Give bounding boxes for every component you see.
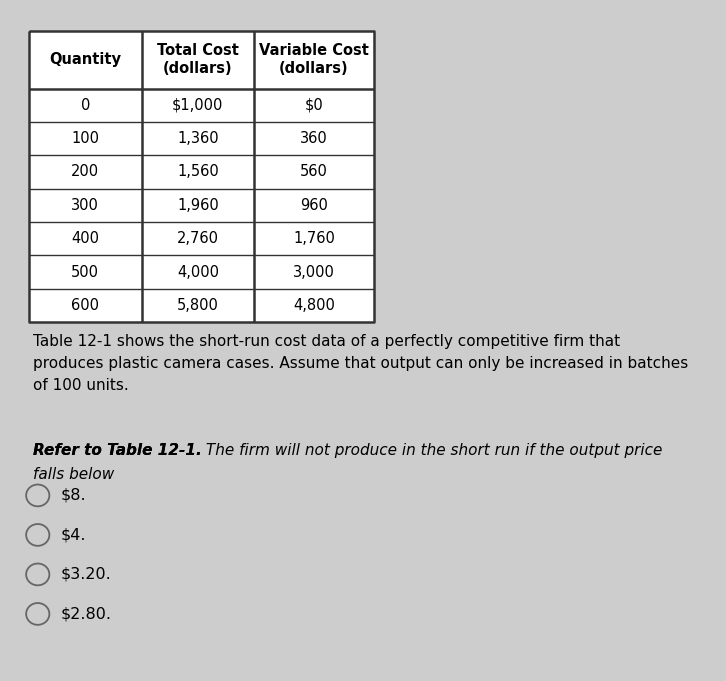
Bar [29, 31, 374, 322]
Text: 4,000: 4,000 [177, 264, 219, 280]
Text: 500: 500 [71, 264, 99, 280]
Text: Refer to Table 12-1.: Refer to Table 12-1. [33, 443, 201, 458]
Text: 3,000: 3,000 [293, 264, 335, 280]
Text: 400: 400 [71, 231, 99, 247]
Text: 300: 300 [71, 197, 99, 213]
Text: falls below: falls below [33, 467, 114, 482]
Text: $2.80.: $2.80. [60, 606, 111, 622]
Text: 1,360: 1,360 [177, 131, 219, 146]
Text: 560: 560 [300, 164, 328, 180]
Text: Quantity: Quantity [49, 52, 121, 67]
Text: Variable Cost
(dollars): Variable Cost (dollars) [259, 44, 369, 76]
Text: 360: 360 [300, 131, 328, 146]
Text: 5,800: 5,800 [177, 298, 219, 313]
Text: $8.: $8. [60, 488, 86, 503]
Text: 200: 200 [71, 164, 99, 180]
Text: $4.: $4. [60, 527, 86, 543]
Text: $1,000: $1,000 [172, 97, 224, 113]
Text: Table 12-1 shows the short-run cost data of a perfectly competitive firm that
pr: Table 12-1 shows the short-run cost data… [33, 334, 688, 392]
Text: 100: 100 [71, 131, 99, 146]
Text: 1,760: 1,760 [293, 231, 335, 247]
Text: $3.20.: $3.20. [60, 567, 111, 582]
Text: $0: $0 [305, 97, 323, 113]
Text: 1,960: 1,960 [177, 197, 219, 213]
Text: 4,800: 4,800 [293, 298, 335, 313]
Text: Refer to Table 12-1.: Refer to Table 12-1. [33, 443, 201, 458]
Text: 0: 0 [81, 97, 90, 113]
Text: 960: 960 [300, 197, 328, 213]
Text: 2,760: 2,760 [177, 231, 219, 247]
Text: The firm will not produce in the short run if the output price: The firm will not produce in the short r… [201, 443, 663, 458]
Text: Total Cost
(dollars): Total Cost (dollars) [157, 44, 239, 76]
Text: 600: 600 [71, 298, 99, 313]
Text: 1,560: 1,560 [177, 164, 219, 180]
